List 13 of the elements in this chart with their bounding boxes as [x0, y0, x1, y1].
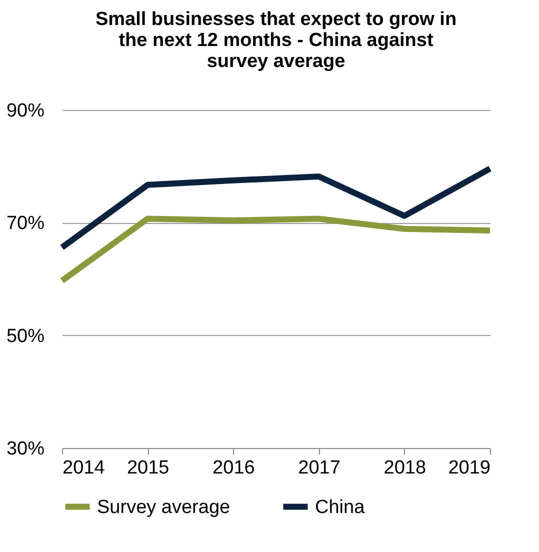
x-tick-label: 2016 — [212, 458, 255, 478]
chart-title: Small businesses that expect to grow in the next 12 months - China against survey average — [95, 9, 457, 72]
y-tick-label: 50% — [6, 326, 45, 347]
x-tick-label: 2014 — [62, 458, 106, 478]
x-tick-label: 2018 — [384, 458, 426, 478]
y-tick-label: 30% — [6, 438, 45, 460]
legend-label: Survey average — [97, 496, 230, 518]
x-tick-label: 2019 — [448, 458, 490, 478]
legend-label: China — [315, 496, 366, 518]
x-tick-label: 2015 — [126, 458, 170, 478]
x-tick-label: 2017 — [298, 458, 340, 478]
y-tick-label: 70% — [6, 213, 45, 234]
y-tick-label: 90% — [6, 100, 45, 122]
